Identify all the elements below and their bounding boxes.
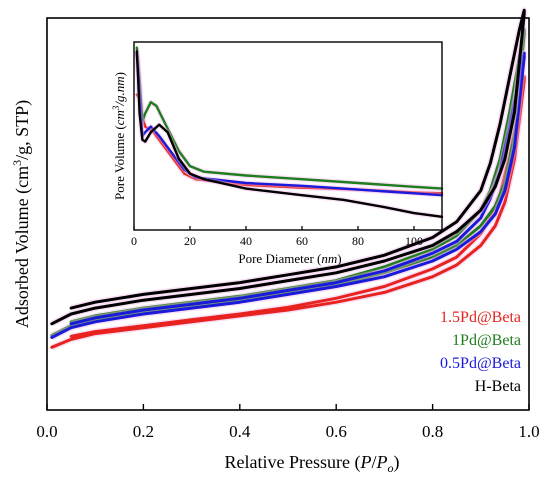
- inset-y-axis-title: Pore Volume (cm3/g.nm): [111, 72, 127, 200]
- main-x-tick-label: 0.6: [326, 422, 347, 441]
- main-y-axis-title: Adsorbed Volume (cm3/g, STP): [10, 100, 33, 328]
- inset-x-tick-label: 0: [131, 234, 137, 248]
- main-x-tick-label: 0.4: [229, 422, 251, 441]
- inset-background: [134, 42, 442, 230]
- main-x-ticks: 0.0 0.2 0.4 0.6 0.8 1.0: [36, 404, 540, 441]
- inset-x-tick-label: 100: [405, 234, 423, 248]
- inset-x-axis-title: Pore Diameter (nm): [238, 251, 341, 266]
- inset-series-line-h-beta: [135, 50, 444, 219]
- inset-x-tick-label: 60: [296, 234, 308, 248]
- inset-x-tick-label: 40: [240, 234, 252, 248]
- inset-series-line-0-5pd-beta: [135, 52, 444, 197]
- main-series-line-h-beta: [50, 8, 526, 326]
- legend-entry-1-5pd-beta: 1.5Pd@Beta: [440, 309, 521, 326]
- main-series-line-0-5pd-beta: [50, 51, 526, 339]
- main-series-line-1pd-beta: [50, 28, 526, 337]
- inset-plot-frame: [133, 41, 443, 231]
- main-series-group: [50, 7, 528, 351]
- main-series-line-1-5pd-beta: [50, 75, 526, 349]
- main-x-tick-label: 1.0: [518, 422, 539, 441]
- inset-x-ticks: 0 20 40 60 80 100: [131, 226, 423, 248]
- main-plot-frame: [46, 17, 530, 411]
- main-x-tick-label: 0.0: [36, 422, 57, 441]
- main-x-tick-label: 0.2: [133, 422, 154, 441]
- inset-x-tick-label: 20: [184, 234, 196, 248]
- legend-entry-h-beta: H-Beta: [475, 378, 521, 395]
- legend-entry-0-5pd-beta: 0.5Pd@Beta: [440, 355, 521, 372]
- inset-x-tick-label: 80: [352, 234, 364, 248]
- legend: 1.5Pd@Beta 1Pd@Beta 0.5Pd@Beta H-Beta: [440, 309, 521, 395]
- main-x-tick-label: 0.8: [422, 422, 443, 441]
- legend-entry-1pd-beta: 1Pd@Beta: [452, 332, 521, 349]
- main-x-axis-title: Relative Pressure (P/Po): [225, 452, 400, 475]
- inset-series-group: [134, 46, 444, 220]
